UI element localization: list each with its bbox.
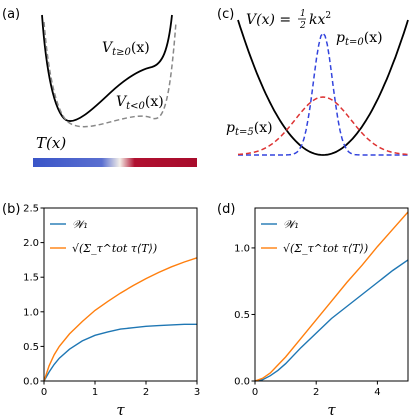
y-tick-label: 2.5 (23, 204, 39, 215)
plot-frame (254, 207, 409, 382)
formula-frac-den: 2 (299, 21, 306, 31)
panel-b-label: (b) (2, 202, 20, 217)
x-axis-label: τ (327, 401, 336, 415)
plot-frame (43, 207, 198, 382)
formula-rest: kx2 (309, 11, 331, 28)
y-tick-label: 0.0 (234, 377, 250, 388)
y-tick-label: 0.5 (234, 310, 250, 321)
series-line-1 (43, 257, 198, 382)
chart-b: 0 1 2 3 0.0 0.5 1.0 1.5 2.0 2.5 τ 𝒲₁ √(Σ_τ^tot τ⟨T⟩) (23, 204, 200, 415)
harmonic-potential-curve (237, 19, 409, 156)
panel-d: (d) 0 2 4 0.0 0.5 1.0 τ 𝒲₁ √(Σ_τ^tot τ⟨T⟩) (217, 202, 409, 415)
legend-label-0: 𝒲₁ (283, 218, 299, 231)
chart-d: 0 2 4 0.0 0.5 1.0 τ 𝒲₁ √(Σ_τ^tot τ⟨T⟩) (234, 207, 409, 415)
panel-d-label: (d) (217, 202, 235, 217)
panel-a: (a) Vt≥0(x) Vt<0(x) T(x) (2, 7, 197, 167)
x-axis-label: τ (116, 401, 125, 415)
label-p-t5: pt=5(x) (226, 120, 273, 138)
x-tick-label: 1 (92, 387, 98, 398)
label-p-t0: pt=0(x) (336, 30, 383, 48)
panel-b: (b) 0 1 2 3 0.0 0.5 1.0 1.5 2.0 2.5 τ 𝒲₁ √(Σ_τ^tot τ… (2, 202, 200, 415)
panel-a-label: (a) (2, 7, 20, 22)
legend-label-1: √(Σ_τ^tot τ⟨T⟩) (283, 242, 368, 255)
legend-label-0: 𝒲₁ (72, 218, 88, 231)
potential-t-lt-0-curve (43, 21, 177, 128)
potential-t-ge-0-curve (41, 14, 173, 122)
x-tick-label: 2 (143, 387, 149, 398)
y-tick-label: 1.0 (234, 243, 250, 254)
label-v-t-lt-0: Vt<0(x) (116, 94, 164, 112)
temperature-label: T(x) (36, 134, 66, 152)
x-tick-label: 3 (194, 387, 200, 398)
y-tick-label: 0.5 (23, 342, 39, 353)
y-tick-label: 1.0 (23, 307, 39, 318)
label-v-t-ge-0: Vt≥0(x) (102, 40, 150, 58)
y-tick-label: 1.5 (23, 273, 39, 284)
panel-c-label: (c) (217, 7, 234, 22)
y-tick-label: 0.0 (23, 377, 39, 388)
x-tick-label: 4 (374, 387, 380, 398)
y-tick-label: 2.0 (23, 238, 39, 249)
legend-label-1: √(Σ_τ^tot τ⟨T⟩) (72, 242, 157, 255)
p-t5-distribution-curve (237, 96, 409, 156)
series-line-0 (43, 323, 197, 382)
potential-formula: V(x) = (246, 12, 291, 28)
x-tick-label: 0 (41, 387, 47, 398)
panel-c: (c) V(x) = 1 2 kx2 pt=0(x) pt=5(x) (217, 7, 409, 156)
formula-frac-num: 1 (300, 9, 306, 19)
temperature-colorbar (33, 158, 197, 167)
p-t0-distribution-curve (238, 31, 408, 156)
x-tick-label: 2 (313, 387, 319, 398)
series-line-1 (254, 211, 409, 382)
x-tick-label: 0 (252, 387, 258, 398)
series-line-0 (254, 259, 409, 382)
